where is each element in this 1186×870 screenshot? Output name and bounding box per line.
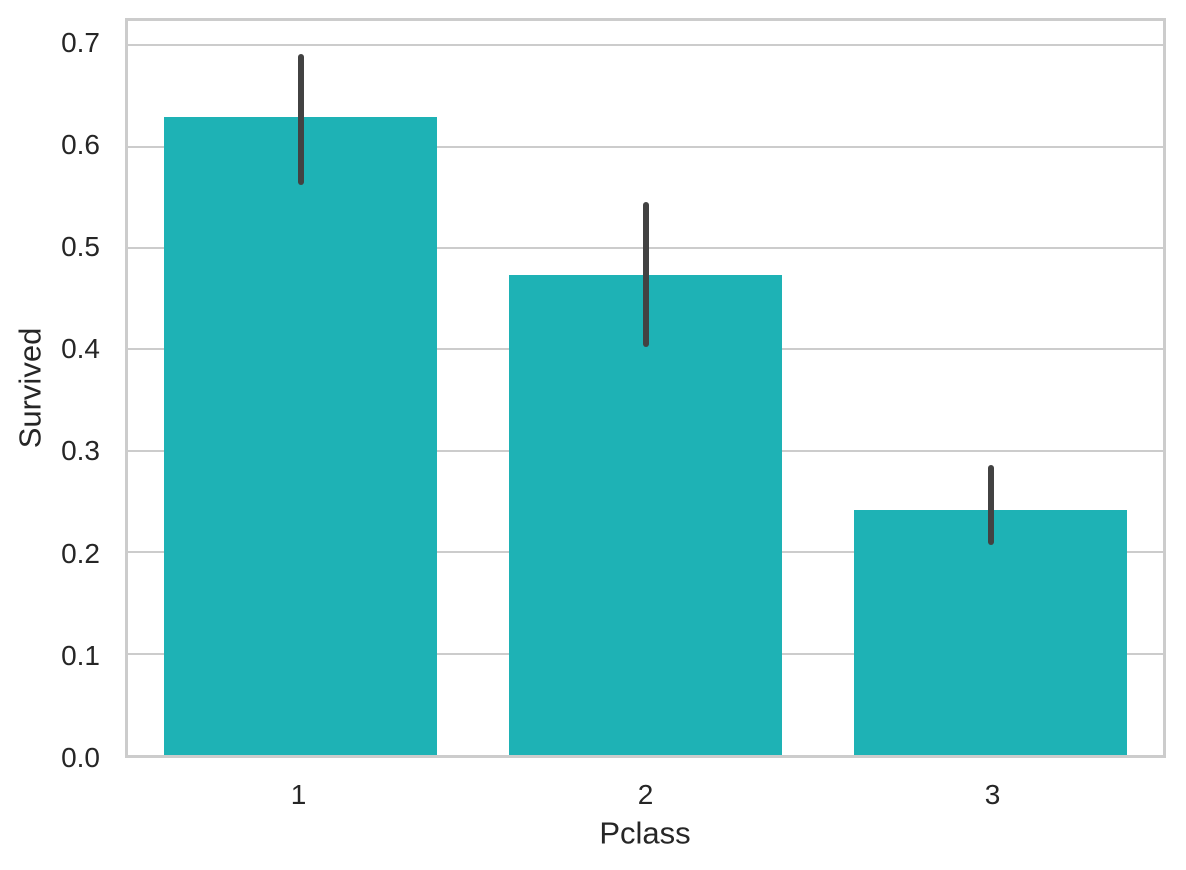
error-bar bbox=[297, 54, 304, 186]
y-tick-label: 0.0 bbox=[61, 742, 100, 773]
x-tick-label: 2 bbox=[637, 779, 654, 810]
error-bar bbox=[642, 202, 649, 348]
bar bbox=[164, 117, 437, 755]
gridline bbox=[128, 145, 1163, 148]
error-bar bbox=[987, 465, 994, 546]
y-tick-label: 0.2 bbox=[61, 537, 100, 569]
y-tick-label: 0.6 bbox=[61, 128, 100, 160]
plot-area bbox=[125, 18, 1166, 758]
x-tick-label: 1 bbox=[290, 779, 307, 810]
y-tick-label: 0.3 bbox=[61, 435, 100, 467]
x-tick-label: 3 bbox=[984, 779, 1001, 810]
bar bbox=[854, 509, 1127, 755]
x-axis-title: Pclass bbox=[599, 815, 691, 851]
y-tick-label: 0.1 bbox=[61, 639, 100, 671]
y-axis-tick-labels: 0.0 0.1 0.2 0.3 0.4 0.5 0.6 0.7 bbox=[0, 18, 100, 771]
bar bbox=[509, 275, 782, 755]
y-tick-label: 0.7 bbox=[61, 26, 100, 58]
y-tick-label: 0.4 bbox=[61, 333, 100, 365]
y-tick-label: 0.5 bbox=[61, 230, 100, 262]
gridline bbox=[128, 44, 1163, 47]
y-axis-title: Survived bbox=[12, 327, 48, 449]
